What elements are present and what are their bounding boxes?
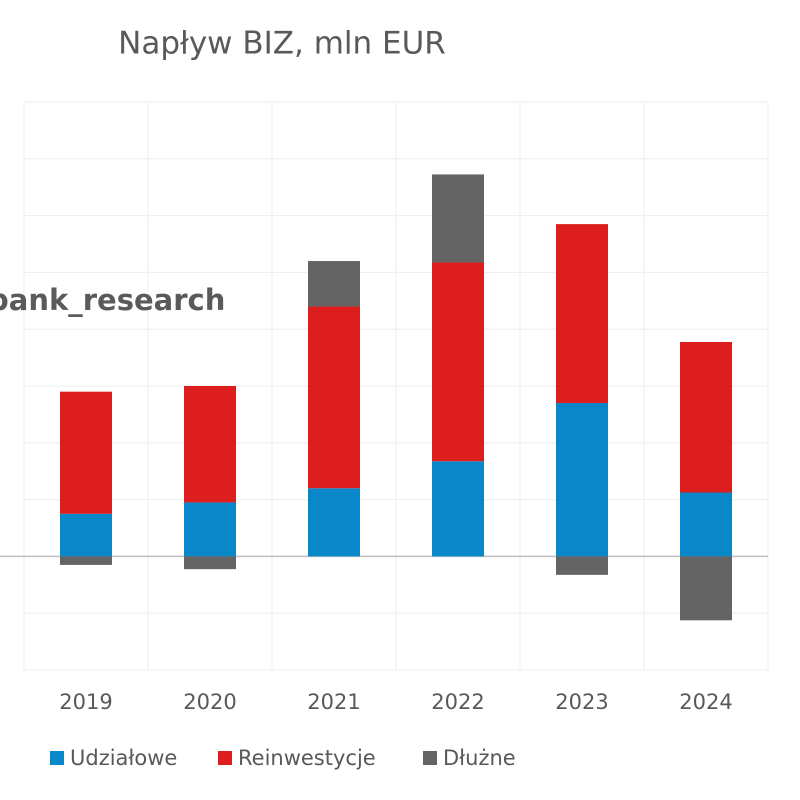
bar-segment: [184, 386, 236, 503]
bar-segment: [60, 556, 112, 565]
bar-segment: [184, 556, 236, 570]
x-tick-label: 2021: [307, 690, 360, 714]
bar-segment: [556, 403, 608, 557]
legend-swatch: [218, 751, 232, 765]
bar-segment: [556, 556, 608, 575]
bar-segment: [432, 174, 484, 263]
bar-segment: [308, 261, 360, 307]
legend-label: Dłużne: [443, 746, 516, 770]
bar-segment: [680, 341, 732, 493]
x-tick-label: 2024: [679, 690, 732, 714]
bar-segment: [432, 262, 484, 462]
x-tick-label: 2020: [183, 690, 236, 714]
bar-segment: [556, 224, 608, 404]
legend-swatch: [50, 751, 64, 765]
legend-swatch: [423, 751, 437, 765]
x-tick-label: 2019: [59, 690, 112, 714]
bar-segment: [184, 502, 236, 557]
bar-segment: [680, 556, 732, 621]
x-tick-label: 2023: [555, 690, 608, 714]
bar-segment: [432, 461, 484, 557]
watermark: bank_research: [0, 283, 225, 317]
legend-label: Udziałowe: [70, 746, 177, 770]
bar-segment: [308, 488, 360, 557]
x-tick-label: 2022: [431, 690, 484, 714]
bar-segment: [60, 391, 112, 514]
bar-segment: [308, 306, 360, 489]
bar-segment: [60, 513, 112, 557]
bar-segment: [680, 492, 732, 557]
legend-label: Reinwestycje: [238, 746, 376, 770]
chart-title: Napływ BIZ, mln EUR: [118, 26, 446, 62]
